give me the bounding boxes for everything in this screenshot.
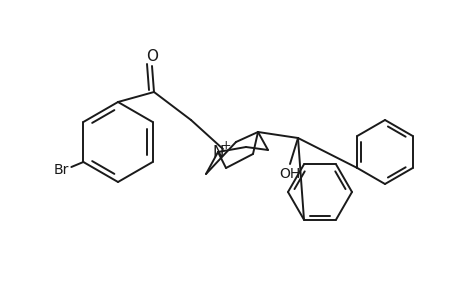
Text: Br: Br [54,163,69,177]
Text: N: N [212,145,223,160]
Text: OH: OH [279,167,300,181]
Text: O: O [146,49,157,64]
Text: +: + [220,139,231,152]
